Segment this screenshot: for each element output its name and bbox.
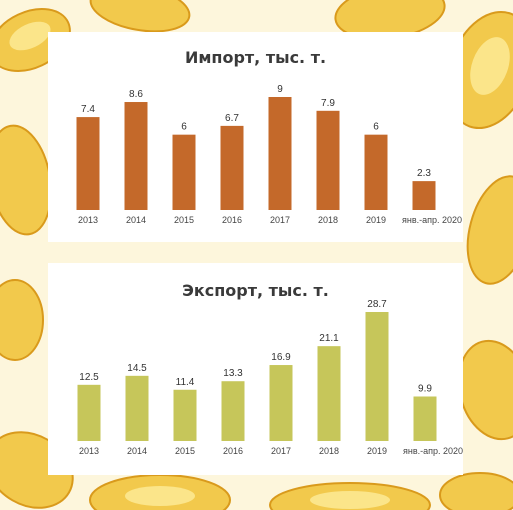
import-value-label: 7.4 bbox=[81, 104, 95, 115]
import-chart-title: Импорт, тыс. т. bbox=[184, 48, 327, 67]
export-bar-2016 bbox=[221, 381, 245, 441]
export-x-tick-label: янв.-апр. 2020 bbox=[403, 446, 463, 456]
import-bar-2015 bbox=[172, 134, 196, 210]
import-bar-chart: 7.4 2013 8.6 2014 6 2015 6.7 2016 9 2017 7.9 2018 6 2… bbox=[76, 84, 462, 225]
import-bar-2017 bbox=[268, 97, 292, 210]
import-value-label: 2.3 bbox=[417, 168, 431, 179]
import-value-label: 6 bbox=[181, 122, 187, 133]
export-value-label: 14.5 bbox=[127, 363, 147, 374]
import-x-tick-label: 2013 bbox=[78, 215, 98, 225]
import-value-label: 6 bbox=[373, 122, 379, 133]
import-x-tick-label: 2016 bbox=[222, 215, 242, 225]
import-bar-2016 bbox=[220, 125, 244, 210]
import-bar-2019 bbox=[364, 134, 388, 210]
export-bar-chart: 12.5 2013 14.5 2014 11.4 2015 13.3 2016 16.9 2017… bbox=[77, 299, 463, 456]
import-value-label: 7.9 bbox=[321, 98, 335, 109]
export-bar-2014 bbox=[125, 375, 149, 441]
export-x-tick-label: 2019 bbox=[367, 446, 387, 456]
export-bar-2013 bbox=[77, 384, 101, 441]
export-bar-2017 bbox=[269, 365, 293, 441]
export-value-label: 28.7 bbox=[367, 299, 387, 310]
import-x-tick-label: 2018 bbox=[318, 215, 338, 225]
export-value-label: 21.1 bbox=[319, 333, 339, 344]
import-x-tick-label: 2014 bbox=[126, 215, 146, 225]
export-value-label: 12.5 bbox=[79, 372, 99, 383]
import-x-tick-label: 2015 bbox=[174, 215, 194, 225]
import-bar-2013 bbox=[76, 117, 100, 210]
import-x-tick-label: янв.-апр. 2020 bbox=[402, 215, 462, 225]
export-bar-янв.-апр. 2020 bbox=[413, 396, 437, 441]
export-bar-2015 bbox=[173, 389, 197, 441]
export-x-tick-label: 2016 bbox=[223, 446, 243, 456]
import-chart-panel: 7.4 2013 8.6 2014 6 2015 6.7 2016 9 2017 7.9 2018 6 2… bbox=[48, 32, 463, 242]
export-bar-2018 bbox=[317, 346, 341, 441]
export-bar-2019 bbox=[365, 312, 389, 441]
import-x-tick-label: 2017 bbox=[270, 215, 290, 225]
import-bar-янв.-апр. 2020 bbox=[412, 181, 436, 210]
export-value-label: 13.3 bbox=[223, 368, 243, 379]
export-value-label: 11.4 bbox=[176, 377, 195, 388]
export-chart-title: Экспорт, тыс. т. bbox=[182, 281, 329, 300]
export-x-tick-label: 2013 bbox=[79, 446, 99, 456]
export-chart-panel: 12.5 2013 14.5 2014 11.4 2015 13.3 2016 16.9 2017… bbox=[48, 263, 463, 475]
export-x-tick-label: 2014 bbox=[127, 446, 147, 456]
export-x-tick-label: 2015 bbox=[175, 446, 195, 456]
import-value-label: 9 bbox=[277, 84, 283, 95]
export-value-label: 16.9 bbox=[271, 352, 291, 363]
export-x-tick-label: 2017 bbox=[271, 446, 291, 456]
import-bar-2014 bbox=[124, 102, 148, 210]
import-x-tick-label: 2019 bbox=[366, 215, 386, 225]
import-value-label: 6.7 bbox=[225, 113, 239, 124]
export-x-tick-label: 2018 bbox=[319, 446, 339, 456]
export-value-label: 9.9 bbox=[418, 384, 432, 395]
import-value-label: 8.6 bbox=[129, 89, 143, 100]
import-bar-2018 bbox=[316, 110, 340, 210]
